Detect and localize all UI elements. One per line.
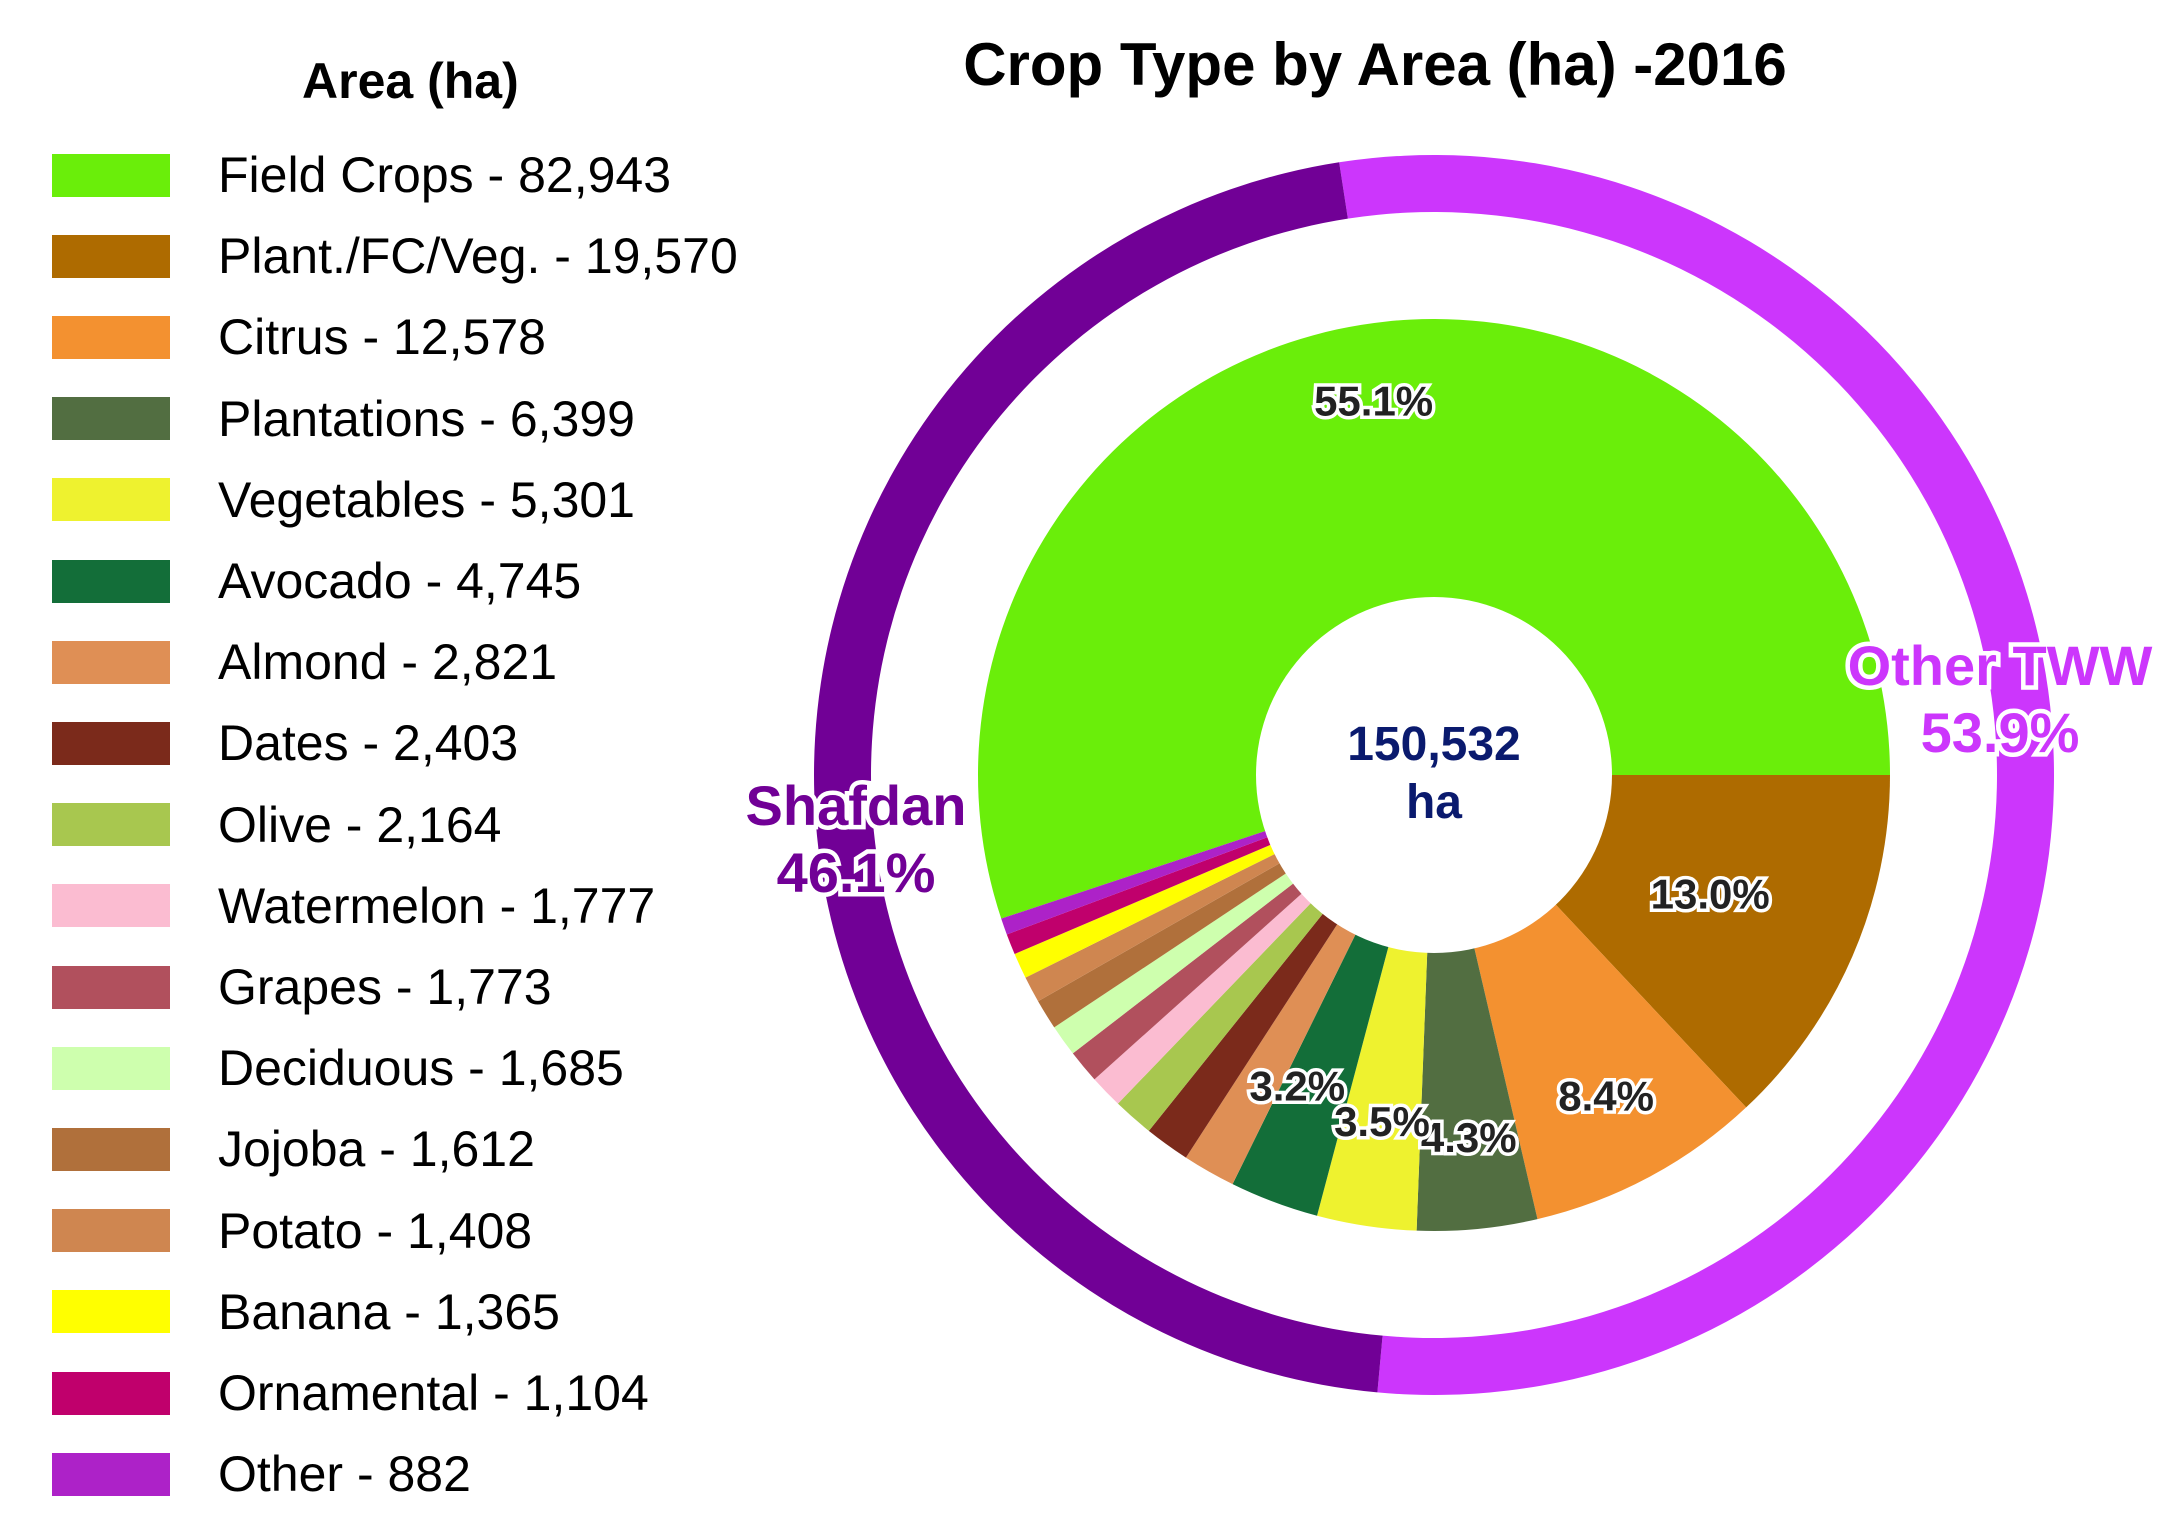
legend-swatch: [52, 397, 170, 441]
legend-label: Citrus - 12,578: [218, 309, 546, 366]
legend-label: Watermelon - 1,777: [218, 877, 656, 934]
legend-item-other: Other - 882: [52, 1449, 471, 1499]
legend-label: Avocado - 4,745: [218, 553, 582, 609]
legend-label: Plantations - 6,399: [218, 390, 635, 447]
pct-label-plantations: 4.3%: [1421, 1114, 1517, 1161]
pct-label-vegetables: 3.5%: [1334, 1098, 1430, 1145]
legend-item-potato: Potato - 1,408: [52, 1206, 532, 1256]
center-label-value: 150,532: [1347, 718, 1521, 771]
legend-item-avocado: Avocado - 4,745: [52, 556, 581, 606]
legend-item-plant-fc-veg: Plant./FC/Veg. - 19,570: [52, 231, 738, 281]
legend-label: Olive - 2,164: [218, 796, 502, 853]
legend-swatch: [52, 1371, 170, 1415]
legend-item-jojoba: Jojoba - 1,612: [52, 1124, 535, 1174]
legend-swatch: [52, 965, 170, 1009]
pct-label-citrus: 8.4%: [1558, 1073, 1654, 1120]
outer-ring-slice-shafdan: [814, 162, 1383, 1393]
legend-item-watermelon: Watermelon - 1,777: [52, 881, 655, 931]
legend-item-deciduous: Deciduous - 1,685: [52, 1043, 624, 1093]
legend-label: Vegetables - 5,301: [218, 471, 635, 528]
legend-item-vegetables: Vegetables - 5,301: [52, 475, 635, 525]
legend-item-almond: Almond - 2,821: [52, 637, 557, 687]
legend-title: Area (ha): [302, 53, 519, 109]
legend-swatch: [52, 478, 170, 522]
legend-swatch: [52, 640, 170, 684]
legend-swatch: [52, 803, 170, 847]
chart-title: Crop Type by Area (ha) -2016: [963, 31, 1787, 98]
legend-label: Potato - 1,408: [218, 1202, 533, 1259]
legend-item-plantations: Plantations - 6,399: [52, 394, 635, 444]
legend-swatch: [52, 153, 170, 197]
outer-label-pct-shafdan: 46.1%: [777, 841, 936, 904]
legend-label: Dates - 2,403: [218, 715, 519, 772]
legend-swatch: [52, 234, 170, 278]
legend-item-grapes: Grapes - 1,773: [52, 962, 552, 1012]
legend-label: Grapes - 1,773: [218, 959, 552, 1015]
legend-label: Jojoba - 1,612: [218, 1121, 535, 1178]
legend-item-dates: Dates - 2,403: [52, 718, 518, 768]
legend-item-ornamental: Ornamental - 1,104: [52, 1368, 649, 1418]
outer-label-name-other-tww: Other TWW: [1848, 634, 2153, 697]
pct-label-field-crops: 55.1%: [1314, 377, 1433, 424]
legend-swatch: [52, 1452, 170, 1496]
legend-item-citrus: Citrus - 12,578: [52, 312, 546, 362]
percent-labels: 55.1% 13.0% 8.4% 4.3%3.5%3.2%: [1246, 374, 1773, 1165]
outer-ring: [814, 154, 2055, 1395]
legend-swatch: [52, 1046, 170, 1090]
outer-label-pct-other-tww: 53.9%: [1921, 701, 2080, 764]
legend-label: Almond - 2,821: [218, 634, 558, 691]
legend-item-banana: Banana - 1,365: [52, 1287, 560, 1337]
legend-swatch: [52, 721, 170, 765]
center-hole: [1256, 597, 1612, 953]
legend-label: Plant./FC/Veg. - 19,570: [218, 228, 738, 285]
legend-item-field-crops: Field Crops - 82,943: [52, 150, 671, 200]
legend-label: Other - 882: [218, 1446, 471, 1503]
pct-label-plant-fc-veg: 13.0%: [1651, 871, 1770, 918]
legend-label: Ornamental - 1,104: [218, 1365, 649, 1421]
legend-label: Deciduous - 1,685: [218, 1040, 624, 1097]
legend-item-olive: Olive - 2,164: [52, 800, 501, 850]
legend-swatch: [52, 1209, 170, 1253]
outer-label-name-shafdan: Shafdan: [746, 774, 967, 837]
legend-label: Banana - 1,365: [218, 1283, 560, 1340]
legend-label: Field Crops - 82,943: [218, 147, 672, 203]
legend-swatch: [52, 884, 170, 928]
center-label-unit: ha: [1406, 776, 1462, 829]
legend-swatch: [52, 1290, 170, 1334]
legend-swatch: [52, 315, 170, 359]
legend-swatch: [52, 1127, 170, 1171]
pct-label-avocado: 3.2%: [1249, 1063, 1345, 1110]
legend-swatch: [52, 559, 170, 603]
